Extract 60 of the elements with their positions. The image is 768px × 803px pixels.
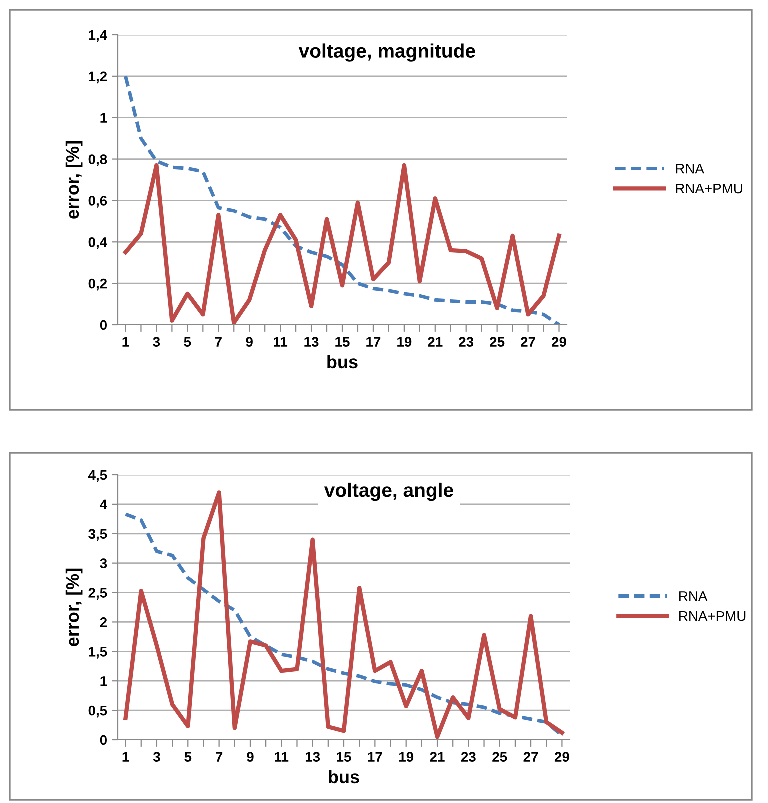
x-tick-label: 25: [490, 337, 505, 348]
y-tick-label: 1: [100, 113, 108, 123]
y-axis-title: error, [%]: [66, 568, 83, 646]
y-tick-label: 3,5: [88, 529, 108, 542]
x-tick-label: 29: [552, 337, 566, 348]
x-tick-label: 1: [122, 337, 130, 347]
x-axis-title: bus: [329, 770, 360, 784]
x-tick-label: 21: [430, 752, 445, 762]
x-tick-label: 11: [275, 752, 289, 762]
x-tick-label: 11: [274, 337, 288, 347]
x-tick-label: 13: [304, 337, 319, 348]
x-tick-label: 19: [398, 337, 412, 348]
x-tick-label: 21: [428, 337, 443, 347]
x-tick-label: 7: [216, 752, 223, 762]
x-tick-label: 13: [306, 752, 320, 762]
x-tick-label: 5: [184, 752, 192, 762]
x-tick-label: 17: [366, 337, 381, 347]
chart-title: voltage, magnitude: [298, 44, 476, 62]
y-tick-label: 3: [100, 558, 108, 569]
x-tick-label: 1: [122, 752, 130, 762]
y-tick-label: 0,8: [88, 154, 108, 166]
legend-label: RNA+PMU: [676, 184, 742, 194]
legend-label: RNA: [676, 164, 704, 174]
x-tick-label: 3: [153, 752, 160, 762]
x-tick-label: 27: [524, 752, 538, 762]
legend-label: RNA: [680, 592, 708, 602]
x-tick-label: 27: [521, 337, 536, 347]
y-tick-label: 0: [100, 320, 108, 330]
x-tick-label: 19: [399, 752, 414, 762]
y-tick-label: 1,2: [89, 72, 108, 84]
x-tick-label: 23: [459, 337, 474, 348]
y-tick-label: 4,5: [88, 470, 108, 482]
y-tick-label: 1: [100, 676, 108, 686]
y-tick-label: 1,5: [89, 647, 108, 659]
x-tick-label: 25: [492, 752, 508, 762]
y-tick-label: 1,4: [89, 30, 108, 42]
x-tick-label: 9: [247, 752, 254, 762]
x-tick-label: 3: [153, 337, 160, 348]
y-tick-label: 0,5: [88, 706, 108, 718]
x-tick-label: 7: [215, 337, 222, 347]
y-tick-label: 0,4: [88, 237, 108, 250]
y-tick-label: 0,6: [88, 196, 108, 208]
y-tick-label: 0: [100, 735, 108, 746]
y-tick-label: 2: [100, 618, 108, 628]
y-tick-label: 0,2: [88, 278, 108, 291]
y-tick-label: 2,5: [88, 588, 108, 600]
x-tick-label: 5: [184, 337, 192, 348]
legend-label: RNA+PMU: [680, 611, 746, 622]
x-tick-label: 23: [461, 752, 476, 762]
chart-title: voltage, angle: [324, 482, 454, 502]
line-series: [124, 163, 562, 325]
x-tick-label: 9: [246, 337, 253, 348]
y-tick-label: 4: [100, 500, 108, 510]
x-tick-label: 15: [336, 337, 350, 348]
y-axis-title: error, [%]: [66, 141, 83, 219]
line-series: [124, 74, 561, 325]
x-tick-label: 29: [554, 752, 570, 762]
x-axis-title: bus: [328, 355, 358, 369]
x-tick-label: 15: [337, 752, 352, 762]
x-tick-label: 17: [368, 752, 382, 762]
